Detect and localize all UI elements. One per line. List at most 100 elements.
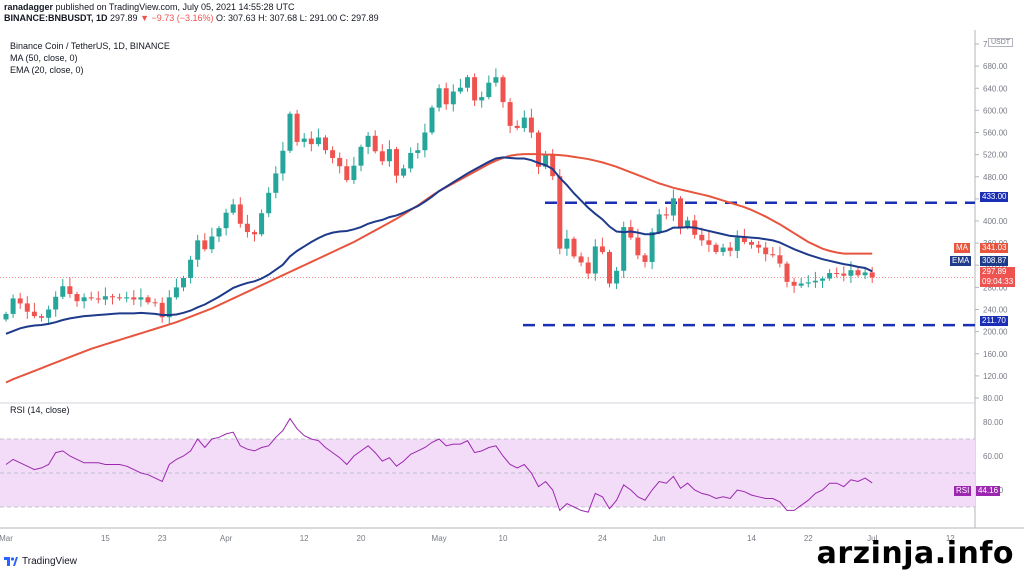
candle-body bbox=[10, 298, 16, 314]
time-tick-label: 12 bbox=[946, 534, 955, 543]
candle-body bbox=[649, 232, 655, 262]
candle-body bbox=[138, 297, 144, 300]
author-name[interactable]: ranadagger bbox=[4, 2, 54, 12]
legend-ema[interactable]: EMA (20, close, 0) bbox=[10, 65, 84, 75]
candle-body bbox=[216, 228, 222, 237]
candle-body bbox=[294, 113, 300, 142]
price-tick-label: 480.00 bbox=[983, 173, 1008, 182]
candle-body bbox=[3, 313, 9, 320]
candle-body bbox=[578, 256, 584, 263]
price-tick-label: 560.00 bbox=[983, 129, 1008, 138]
time-tick-label: 12 bbox=[300, 534, 309, 543]
candle-body bbox=[784, 263, 790, 282]
tradingview-logo[interactable]: TradingView bbox=[4, 556, 77, 567]
candle-body bbox=[827, 272, 833, 279]
legend-title: Binance Coin / TetherUS, 1D, BINANCE bbox=[10, 41, 170, 51]
candle-body bbox=[145, 297, 151, 303]
price-tick-label: 400.00 bbox=[983, 217, 1008, 226]
legend-rsi[interactable]: RSI (14, close) bbox=[10, 405, 70, 415]
ema20-line bbox=[5, 156, 873, 335]
candle-body bbox=[117, 297, 123, 299]
candle-body bbox=[365, 135, 371, 147]
candle-body bbox=[394, 149, 399, 176]
candle-body bbox=[564, 238, 570, 249]
candle-body bbox=[379, 151, 385, 162]
ema-badge-value: 308.87 bbox=[980, 256, 1009, 266]
candle-body bbox=[244, 223, 250, 233]
legend-ma[interactable]: MA (50, close, 0) bbox=[10, 53, 78, 63]
candle-body bbox=[805, 282, 811, 284]
time-tick-label: 24 bbox=[598, 534, 607, 543]
candle-body bbox=[720, 247, 726, 252]
candle-body bbox=[102, 296, 108, 300]
candle-body bbox=[67, 286, 73, 295]
candle-body bbox=[358, 146, 364, 166]
candle-body bbox=[557, 176, 563, 249]
price-badge: 297.89 09:04:33 bbox=[980, 267, 1016, 287]
time-tick-label: 23 bbox=[158, 534, 167, 543]
candle-body bbox=[17, 298, 23, 304]
price-tick-label: 640.00 bbox=[983, 84, 1008, 93]
candle-body bbox=[39, 316, 44, 318]
candle-body bbox=[592, 246, 598, 274]
price-tick-label: 680.00 bbox=[983, 62, 1008, 71]
resistance-badge: 433.00 bbox=[980, 192, 1009, 202]
candle-body bbox=[571, 238, 577, 257]
candle-body bbox=[528, 117, 534, 133]
candle-body bbox=[266, 192, 272, 214]
candle-body bbox=[734, 237, 740, 251]
time-tick-label: Jul bbox=[867, 534, 877, 543]
candle-body bbox=[614, 270, 620, 284]
symbol-label: BINANCE:BNBUSDT, 1D bbox=[4, 13, 108, 23]
candle-body bbox=[472, 77, 478, 101]
candle-body bbox=[834, 272, 840, 274]
rsi-tick-label: 60.00 bbox=[983, 452, 1004, 461]
candle-body bbox=[195, 240, 201, 260]
candle-body bbox=[756, 244, 762, 248]
chart-legend: Binance Coin / TetherUS, 1D, BINANCE MA … bbox=[10, 40, 170, 76]
candle-body bbox=[53, 296, 59, 310]
price-tick-label: 240.00 bbox=[983, 306, 1008, 315]
candle-body bbox=[159, 302, 165, 318]
candle-body bbox=[642, 255, 648, 262]
candle-body bbox=[450, 91, 456, 105]
candle-body bbox=[173, 287, 179, 298]
candle-body bbox=[855, 270, 861, 276]
price-change: ▼ −9.73 (−3.16%) bbox=[140, 13, 214, 23]
candle-body bbox=[31, 311, 37, 317]
candle-body bbox=[656, 214, 662, 233]
candle-body bbox=[386, 149, 392, 162]
candle-body bbox=[521, 117, 527, 129]
time-tick-label: Jun bbox=[653, 534, 666, 543]
candle-body bbox=[820, 278, 825, 281]
candle-body bbox=[436, 88, 442, 108]
candle-body bbox=[777, 255, 783, 264]
rsi-badge-value: 44.16 bbox=[976, 486, 1001, 496]
candle-body bbox=[869, 272, 875, 278]
candle-body bbox=[330, 150, 336, 158]
candle-body bbox=[188, 259, 194, 278]
candle-body bbox=[372, 135, 378, 152]
candle-body bbox=[635, 237, 641, 256]
candle-body bbox=[848, 270, 854, 276]
ma-badge-value: 341.03 bbox=[980, 243, 1009, 253]
candle-body bbox=[706, 240, 712, 245]
time-tick-label: 10 bbox=[499, 534, 508, 543]
candle-body bbox=[536, 132, 541, 167]
candle-body bbox=[252, 232, 257, 235]
candle-body bbox=[749, 242, 754, 245]
publish-text: published on TradingView.com, July 05, 2… bbox=[55, 2, 295, 12]
time-tick-label: May bbox=[432, 534, 447, 543]
candle-body bbox=[585, 262, 591, 274]
price-tick-label: 520.00 bbox=[983, 151, 1008, 160]
candle-body bbox=[543, 154, 549, 167]
candle-body bbox=[166, 297, 172, 318]
ma-badge-label: MA bbox=[954, 243, 970, 253]
candle-body bbox=[415, 150, 421, 153]
price-tick-label: 280.00 bbox=[983, 283, 1008, 292]
rsi-line bbox=[5, 417, 873, 513]
candle-body bbox=[812, 280, 818, 283]
candle-body bbox=[95, 298, 101, 300]
candle-body bbox=[670, 198, 676, 216]
